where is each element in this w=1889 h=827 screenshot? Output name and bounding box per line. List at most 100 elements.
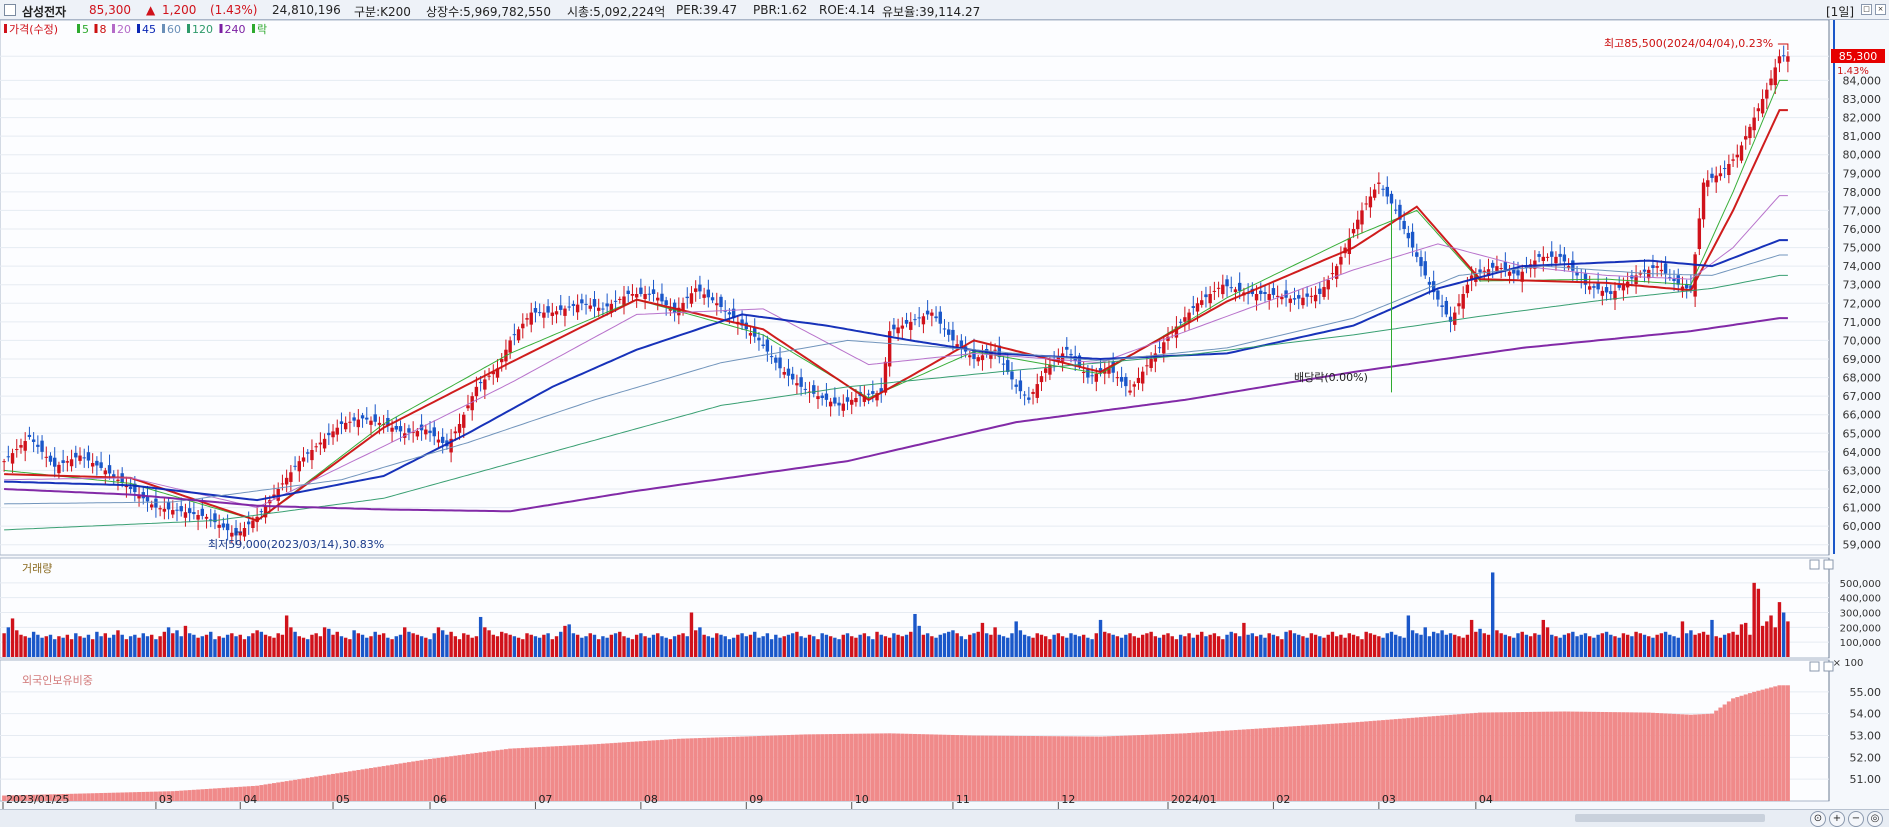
foreign-bar	[1073, 736, 1078, 801]
panel-close-icon[interactable]	[1823, 661, 1834, 672]
zoom-out-icon[interactable]: −	[1848, 811, 1864, 827]
foreign-bar	[56, 794, 61, 801]
candle	[1237, 282, 1242, 291]
zoom-reset-icon[interactable]: ◎	[1867, 811, 1883, 827]
foreign-bar	[1688, 714, 1693, 801]
volume-bar	[892, 633, 896, 657]
foreign-bar	[988, 735, 993, 801]
foreign-bar	[1060, 736, 1065, 801]
volume-bar	[1250, 633, 1255, 657]
foreign-bar	[1743, 694, 1748, 801]
candle	[1765, 89, 1769, 99]
volume-bar	[993, 627, 997, 657]
zoom-fit-icon[interactable]: ⊙	[1810, 811, 1826, 827]
volume-bar	[1659, 633, 1664, 657]
foreign-bar	[799, 734, 804, 801]
foreign-bar	[208, 788, 213, 801]
candle	[647, 293, 652, 295]
volume-bar	[1600, 633, 1605, 657]
foreign-bar	[1009, 735, 1014, 801]
foreign-bar	[238, 786, 243, 801]
legend-label: 45	[142, 23, 156, 36]
candle	[681, 302, 685, 311]
candle	[613, 300, 618, 302]
candle	[1587, 286, 1592, 290]
panel-close-icon[interactable]	[1823, 559, 1834, 570]
period-selector[interactable]: [1일]	[1826, 5, 1855, 19]
volume-bar	[1233, 633, 1238, 657]
listed-shares: 상장수:5,969,782,550	[426, 5, 551, 19]
x-tick-label: 04	[243, 793, 257, 806]
foreign-bar	[600, 743, 605, 801]
volume-bar	[411, 633, 415, 657]
candle	[306, 452, 310, 454]
volume-bar	[1562, 634, 1567, 657]
volume-bar	[487, 630, 491, 657]
foreign-bar	[428, 758, 433, 801]
foreign-bar	[1579, 711, 1584, 801]
volume-bar	[246, 636, 251, 657]
volume-bar	[1322, 637, 1326, 657]
foreign-bar	[86, 793, 91, 801]
volume-bar	[1195, 634, 1200, 657]
candle	[626, 290, 630, 294]
price-change: 1,200	[162, 3, 197, 17]
foreign-bar	[1494, 712, 1499, 801]
chart-area[interactable]: 가격(수정) 5 8 20 45 60 120 240 락 59,000 60,000 61,000…	[0, 20, 1889, 809]
foreign-bar	[1123, 735, 1128, 801]
candle	[698, 284, 702, 292]
volume-bar	[1583, 633, 1588, 657]
candle	[554, 311, 559, 315]
y-tick-label: 51.00	[1850, 773, 1882, 786]
foreign-bar	[1596, 711, 1601, 801]
foreign-bar	[529, 747, 534, 801]
foreign-bar	[904, 733, 909, 801]
y-tick-label: 59,000	[1843, 539, 1882, 552]
volume-bar	[904, 634, 909, 657]
scroll-thumb[interactable]	[1575, 814, 1765, 822]
zoom-in-icon[interactable]: +	[1829, 811, 1845, 827]
candle	[841, 403, 845, 411]
chart-scrollbar[interactable]: ⊙ + − ◎	[0, 809, 1889, 827]
volume-bar	[866, 636, 871, 657]
volume-bar	[525, 633, 529, 657]
candle	[1094, 373, 1099, 382]
foreign-bar	[1351, 722, 1356, 801]
volume-bar	[289, 627, 293, 657]
volume-bar	[1162, 634, 1166, 657]
volume-bar	[1132, 636, 1136, 657]
volume-bar	[516, 637, 521, 657]
panel-maximize-icon[interactable]	[1809, 559, 1820, 570]
candle	[1259, 290, 1263, 294]
candle	[693, 288, 698, 292]
candle	[327, 432, 331, 436]
foreign-bar	[128, 792, 133, 801]
close-icon[interactable]: ×	[1875, 4, 1886, 15]
panel-maximize-icon[interactable]	[1809, 661, 1820, 672]
candle	[1010, 371, 1014, 380]
x-tick-label: 07	[538, 793, 552, 806]
foreign-bar	[10, 795, 15, 801]
foreign-bar	[18, 795, 23, 801]
foreign-bar	[440, 757, 445, 801]
foreign-bar	[773, 735, 778, 801]
candle	[1672, 278, 1676, 281]
y-tick-label: 76,000	[1843, 223, 1882, 236]
volume-bar	[883, 636, 888, 657]
volume-bar	[1516, 633, 1520, 657]
candle	[660, 293, 664, 302]
candle	[1714, 175, 1718, 183]
candle	[61, 460, 65, 463]
volume-bar	[263, 634, 268, 657]
maximize-icon[interactable]: □	[1861, 4, 1872, 15]
volume-bar	[938, 634, 942, 657]
foreign-bar	[891, 733, 896, 801]
y-tick-label: 83,000	[1843, 93, 1882, 106]
candle	[2, 461, 6, 463]
candle	[833, 397, 837, 404]
y-tick-label: 55.00	[1850, 686, 1882, 699]
volume-bar	[40, 637, 44, 657]
candle	[1689, 285, 1693, 291]
panel-checkbox[interactable]	[4, 4, 16, 16]
y-tick-label: 81,000	[1843, 130, 1882, 143]
